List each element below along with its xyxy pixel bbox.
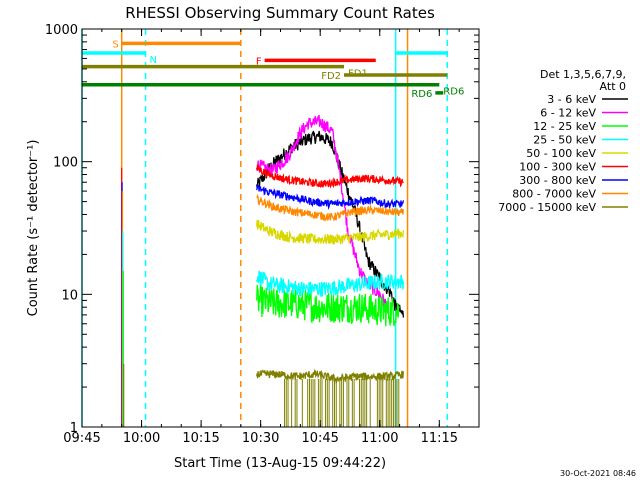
legend-label-25-50-kev: 25 - 50 keV — [533, 134, 596, 147]
legend-label-100-300-kev: 100 - 300 keV — [519, 161, 596, 174]
legend-label-800-7000-kev: 800 - 7000 keV — [512, 188, 596, 201]
legend-label-6-12-kev: 6 - 12 keV — [540, 107, 596, 120]
y-tick-label-1000: 1000 — [45, 23, 78, 38]
x-tick-label-10-30: 10:30 — [242, 431, 279, 446]
legend-title-2: Att 0 — [600, 80, 626, 93]
series-line-7000-15000-kev — [256, 368, 405, 384]
legend-label-3-6-kev: 3 - 6 keV — [547, 93, 596, 106]
x-tick-label-11-00: 11:00 — [361, 431, 398, 446]
flag-label-f: F — [256, 56, 262, 67]
flag-label-n: N — [150, 55, 157, 66]
x-tick-label-11-15: 11:15 — [421, 431, 458, 446]
flag-bars: SNFFD1FD2RD6RD6 — [82, 39, 464, 100]
x-tick-label-10-15: 10:15 — [182, 431, 219, 446]
legend-label-300-800-kev: 300 - 800 keV — [519, 174, 596, 187]
series-line-25-50-kev — [256, 270, 405, 297]
footer-timestamp: 30-Oct-2021 08:46 — [560, 469, 636, 478]
series-line-12-25-kev — [256, 283, 400, 327]
y-tick-label-1: 1 — [70, 421, 78, 436]
x-tick-label-10-45: 10:45 — [301, 431, 338, 446]
x-tick-label-09-45: 09:45 — [63, 431, 100, 446]
series-lines — [121, 114, 405, 427]
series-line-100-300-kev — [256, 164, 404, 189]
flag-label-rd6: RD6 — [443, 87, 464, 98]
legend-label-50-100-kev: 50 - 100 keV — [526, 147, 596, 160]
series-line-50-100-kev — [256, 219, 405, 246]
x-axis: 09:45 10:00 10:15 10:30 10:45 11:00 11:15 — [63, 29, 480, 446]
series-line-300-800-kev — [256, 184, 405, 210]
legend-title-1: Det 1,3,5,6,7,9, — [540, 68, 626, 81]
chart-title: RHESSI Observing Summary Count Rates — [125, 4, 435, 22]
flag-label-s: S — [112, 39, 118, 50]
y-tick-label-100: 100 — [53, 156, 78, 171]
y-axis: 1 10 100 1000 — [45, 23, 479, 436]
flag-label-fd2: FD2 — [321, 71, 341, 82]
series-line-800-7000-kev — [256, 193, 405, 223]
y-tick-label-10: 10 — [61, 288, 78, 303]
x-axis-label: Start Time (13-Aug-15 09:44:22) — [174, 456, 386, 471]
vertical-marker-lines — [81, 29, 448, 427]
y-axis-label: Count Rate (s⁻¹ detector⁻¹) — [26, 140, 41, 317]
legend-label-7000-15000-kev: 7000 - 15000 keV — [498, 201, 596, 214]
legend-label-12-25-kev: 12 - 25 keV — [533, 120, 596, 133]
flag-label-rd6: RD6 — [411, 89, 432, 100]
x-tick-label-10-00: 10:00 — [123, 431, 160, 446]
